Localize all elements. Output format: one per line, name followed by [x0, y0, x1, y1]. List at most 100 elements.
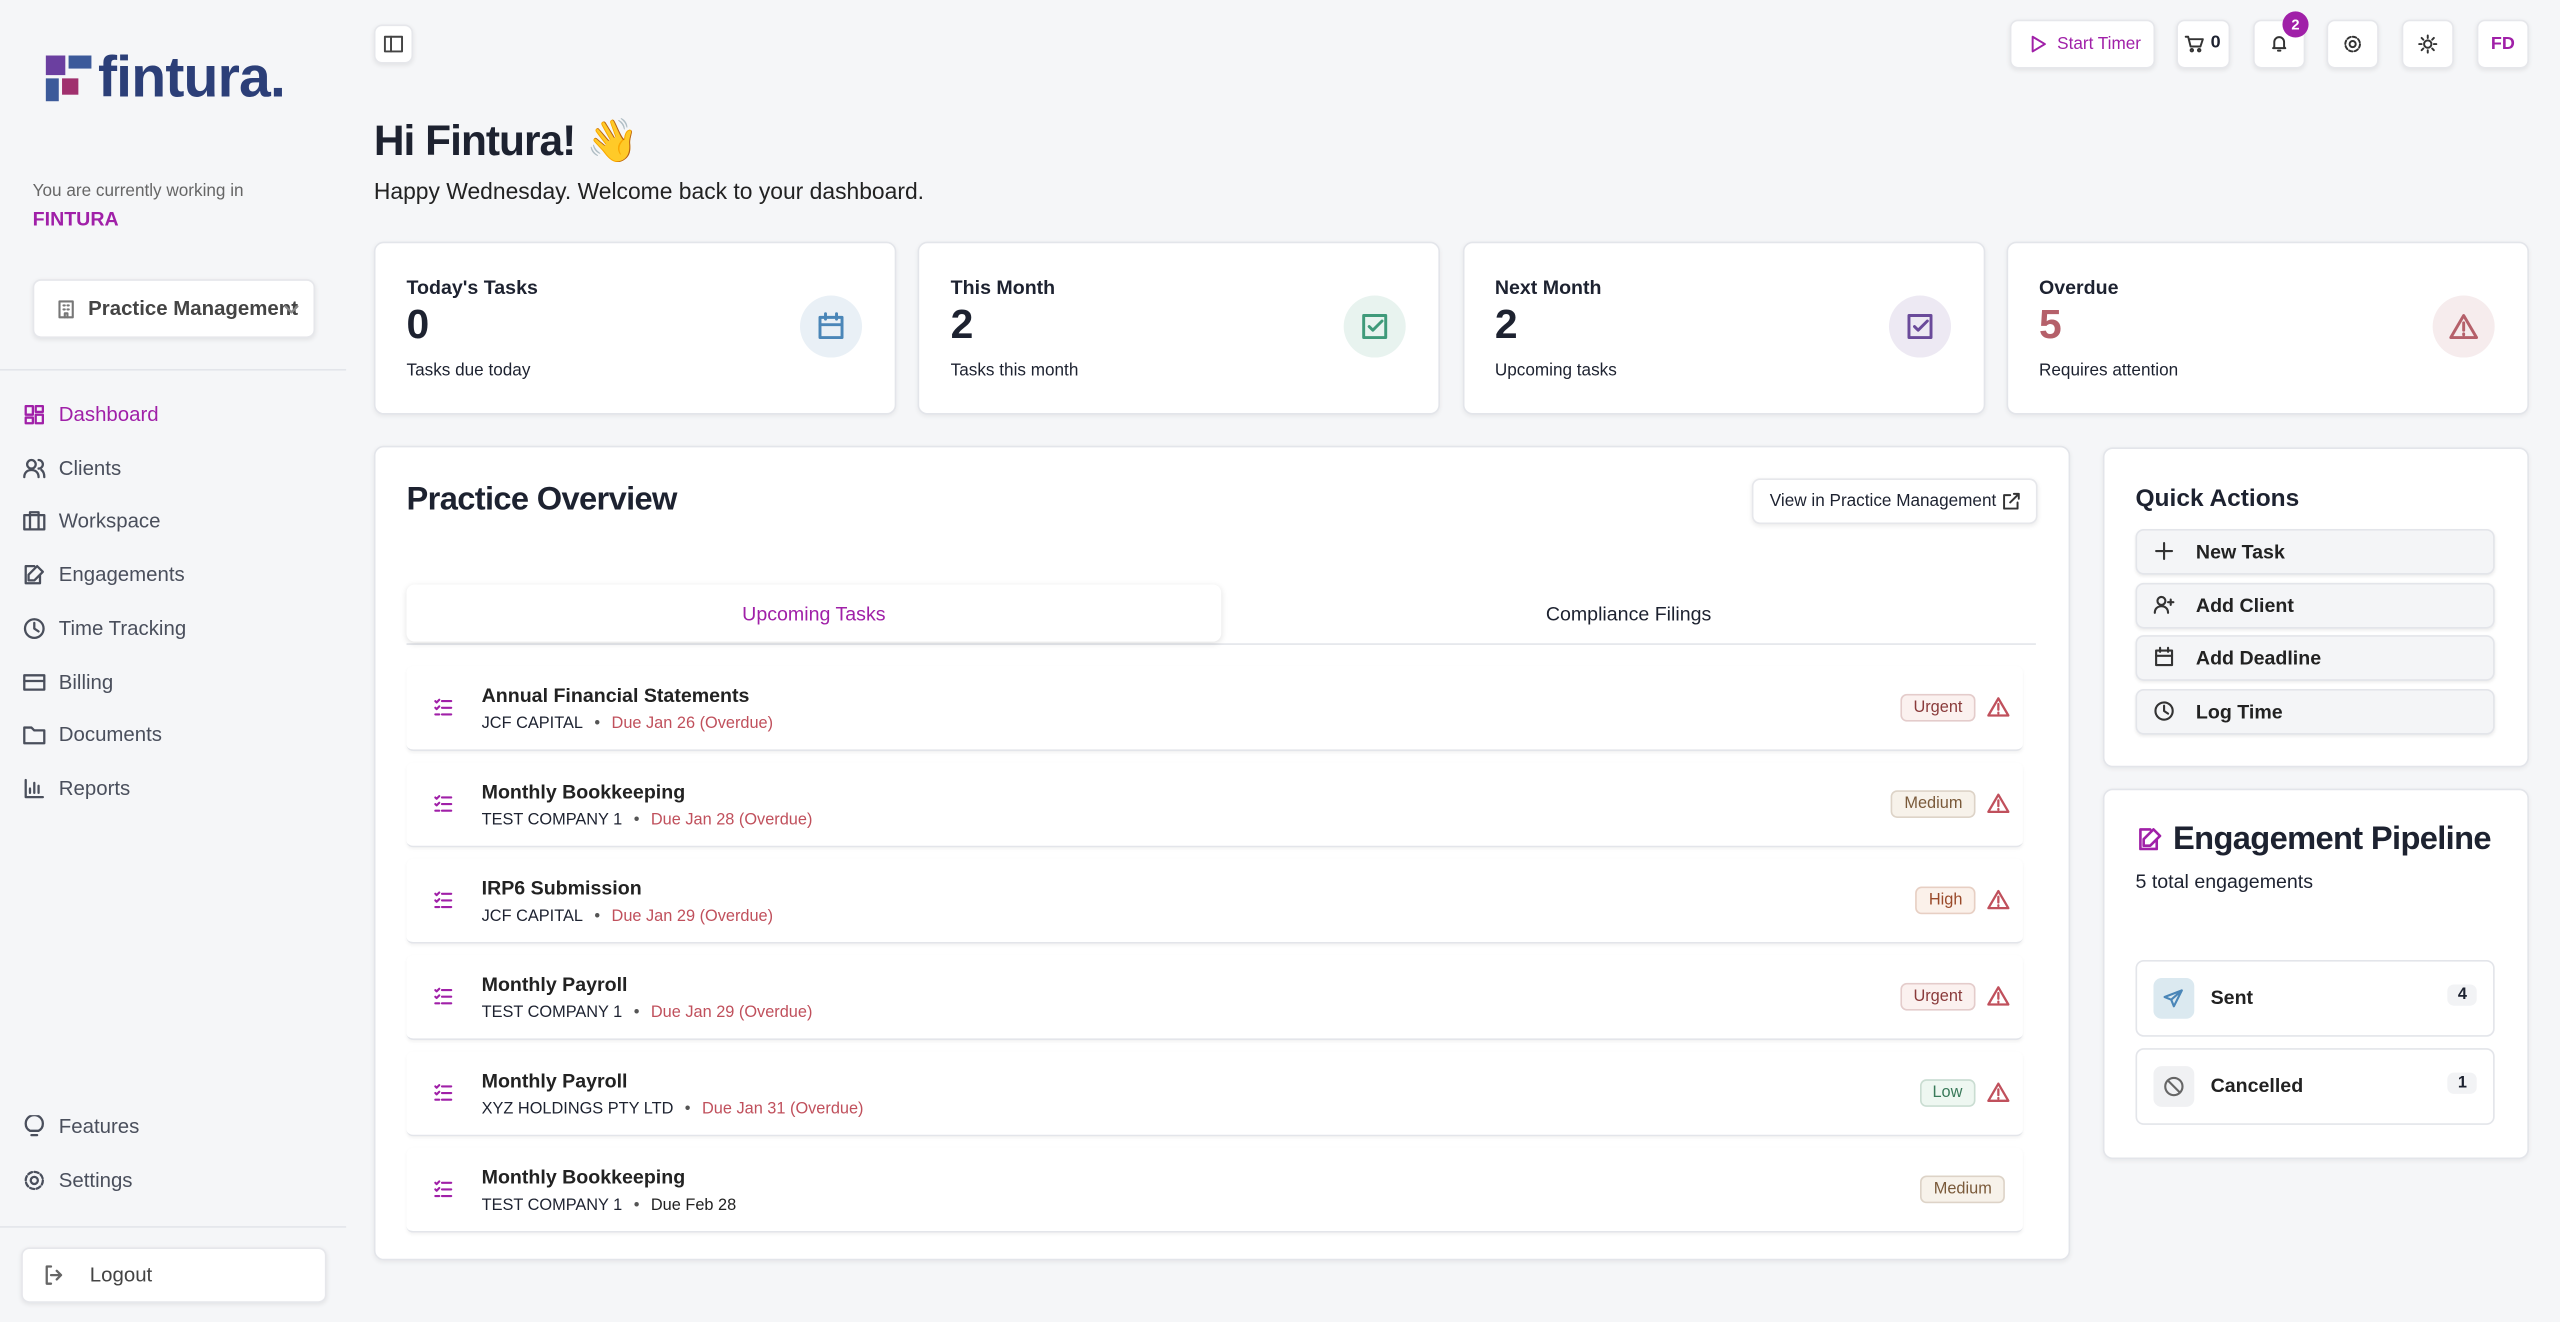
task-due: Due Jan 28 (Overdue)	[650, 811, 813, 830]
task-due: Due Jan 29 (Overdue)	[650, 1004, 813, 1023]
nav-item[interactable]: Features	[13, 1110, 333, 1146]
module-select[interactable]: Practice Management	[32, 279, 316, 338]
pipeline-card: Engagement Pipeline 5 total engagements …	[2102, 788, 2529, 1160]
quick-action-icon	[2153, 595, 2175, 614]
practice-overview-card: Practice Overview View in Practice Manag…	[373, 445, 2071, 1261]
stat-caption: Requires attention	[2039, 360, 2179, 381]
nav-item[interactable]: Engagements	[13, 559, 333, 595]
separator: •	[594, 907, 601, 926]
task-icon	[434, 987, 453, 1005]
stat-caption: Tasks this month	[950, 360, 1079, 381]
nav-item[interactable]: Time Tracking	[13, 612, 333, 648]
workspace-name: FINTURA	[32, 207, 119, 231]
nav-icon	[24, 1115, 44, 1137]
pipeline-stage[interactable]: Sent 4	[2135, 959, 2495, 1037]
separator: •	[633, 811, 640, 830]
stage-icon-glyph	[2164, 1076, 2184, 1097]
overdue-icon	[1987, 986, 2010, 1006]
stat-card: This Month 2 Tasks this month	[918, 241, 1441, 415]
quick-action-button[interactable]: New Task	[2135, 528, 2495, 575]
theme-button[interactable]	[2401, 19, 2454, 69]
start-timer-button[interactable]: Start Timer	[2009, 19, 2156, 69]
settings-button[interactable]	[2326, 19, 2379, 69]
overdue-icon	[1987, 697, 2010, 717]
quick-action-button[interactable]: Add Deadline	[2135, 635, 2495, 682]
overview-link[interactable]: View in Practice Management	[1751, 478, 2038, 525]
module-label: Practice Management	[88, 297, 299, 320]
nav-label: Settings	[58, 1168, 133, 1192]
stage-icon-glyph	[2163, 989, 2183, 1008]
nav-item[interactable]: Dashboard	[13, 398, 333, 434]
greeting-title: Hi Fintura! 👋	[373, 115, 639, 165]
task-meta: JCF CAPITAL • Due Jan 26 (Overdue)	[482, 715, 773, 733]
logout-button[interactable]: Logout	[21, 1247, 327, 1303]
nav-icon	[23, 617, 45, 639]
stat-label: This Month	[950, 275, 1056, 299]
priority-badge: Medium	[1920, 1175, 2005, 1204]
divider	[0, 1226, 347, 1228]
separator: •	[633, 1196, 640, 1215]
stage-label: Sent	[2210, 986, 2254, 1009]
stat-card: Overdue 5 Requires attention	[2006, 241, 2529, 415]
logo-mark	[45, 55, 92, 102]
stat-value: 2	[1494, 302, 1518, 348]
notification-badge: 2	[2282, 11, 2309, 38]
nav-icon	[23, 511, 46, 532]
nav-label: Documents	[58, 723, 163, 747]
pipeline-subtitle: 5 total engagements	[2135, 870, 2314, 894]
tab-underline	[406, 643, 2036, 645]
task-row[interactable]: Monthly Bookkeeping TEST COMPANY 1 • Due Fe…	[406, 1147, 2023, 1233]
tab[interactable]: Compliance Filings	[1221, 584, 2036, 641]
priority-badge: Low	[1919, 1079, 1976, 1107]
nav-item[interactable]: Workspace	[13, 505, 333, 541]
stage-icon	[2153, 1066, 2195, 1107]
quick-action-icon	[2155, 647, 2174, 667]
separator: •	[633, 1004, 640, 1023]
overview-title: Practice Overview	[406, 481, 678, 518]
nav-item[interactable]: Billing	[13, 665, 333, 701]
task-row[interactable]: Annual Financial Statements JCF CAPITAL • D…	[406, 666, 2023, 752]
nav-item[interactable]: Settings	[13, 1163, 333, 1199]
task-title: Monthly Bookkeeping	[481, 1165, 686, 1189]
tab-label: Upcoming Tasks	[742, 602, 886, 626]
task-meta: XYZ HOLDINGS PTY LTD • Due Jan 31 (Overdue…	[482, 1100, 864, 1118]
task-row[interactable]: Monthly Payroll TEST COMPANY 1 • Due Jan 29…	[406, 955, 2023, 1040]
task-due: Due Jan 31 (Overdue)	[701, 1100, 864, 1119]
quick-action-button[interactable]: Log Time	[2135, 689, 2495, 735]
nav-label: Clients	[58, 456, 122, 480]
pipeline-stage[interactable]: Cancelled 1	[2135, 1048, 2495, 1125]
nav-item[interactable]: Clients	[13, 452, 333, 488]
cart-button[interactable]: 0	[2176, 19, 2231, 69]
task-due: Due Jan 26 (Overdue)	[611, 715, 774, 734]
task-row[interactable]: IRP6 Submission JCF CAPITAL • Due Jan 29 (O…	[406, 858, 2023, 944]
task-client: TEST COMPANY 1	[481, 811, 623, 830]
task-meta: TEST COMPANY 1 • Due Feb 28	[482, 1197, 737, 1215]
separator: •	[684, 1100, 691, 1119]
task-client: XYZ HOLDINGS PTY LTD	[481, 1100, 674, 1119]
stat-icon	[799, 295, 863, 358]
quick-action-button[interactable]: Add Client	[2135, 582, 2495, 629]
user-avatar[interactable]: FD	[2476, 19, 2529, 69]
logo: fintura.	[97, 45, 286, 110]
nav-item[interactable]: Documents	[13, 719, 333, 755]
task-title: IRP6 Submission	[481, 876, 642, 900]
nav-item[interactable]: Reports	[13, 772, 333, 808]
priority-badge: Urgent	[1900, 982, 1976, 1011]
working-label: You are currently working in	[32, 181, 244, 201]
greeting-subtitle: Happy Wednesday. Welcome back to your da…	[373, 177, 925, 205]
task-icon	[434, 1180, 453, 1198]
stage-count: 1	[2448, 1072, 2477, 1094]
tab[interactable]: Upcoming Tasks	[406, 584, 1222, 642]
separator: •	[594, 715, 601, 734]
stage-icon	[2153, 977, 2195, 1019]
task-meta: TEST COMPANY 1 • Due Jan 29 (Overdue)	[482, 1004, 813, 1022]
task-row[interactable]: Monthly Bookkeeping TEST COMPANY 1 • Due Ja…	[406, 762, 2023, 848]
quick-action-label: New Task	[2195, 540, 2285, 564]
sidebar-toggle[interactable]	[373, 24, 414, 64]
task-title: Annual Financial Statements	[481, 684, 750, 707]
task-row[interactable]: Monthly Payroll XYZ HOLDINGS PTY LTD • Due …	[406, 1051, 2023, 1137]
avatar-initials: FD	[2490, 34, 2515, 54]
task-client: JCF CAPITAL	[481, 907, 583, 926]
